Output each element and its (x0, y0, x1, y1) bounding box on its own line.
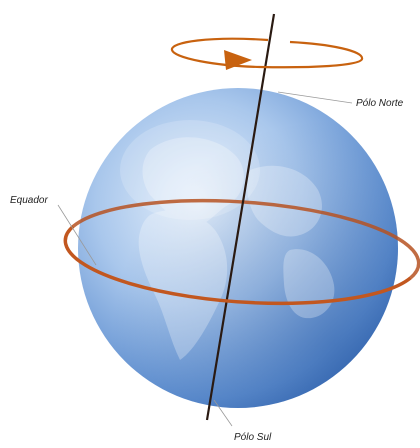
south-pole-leader (213, 399, 233, 427)
equator-leader (57, 204, 97, 266)
equator-label: Equador (10, 195, 48, 206)
north-pole-label: Pólo Norte (356, 98, 404, 109)
rotation-axis (205, 13, 276, 421)
continents (138, 137, 335, 360)
equator-ring-back (72, 198, 420, 280)
equator-ring-front (63, 224, 412, 306)
rotation-arrow-icon (170, 37, 364, 70)
north-pole-leader (277, 91, 353, 104)
south-pole-label: Pólo Sul (234, 432, 272, 443)
globe (78, 88, 398, 408)
